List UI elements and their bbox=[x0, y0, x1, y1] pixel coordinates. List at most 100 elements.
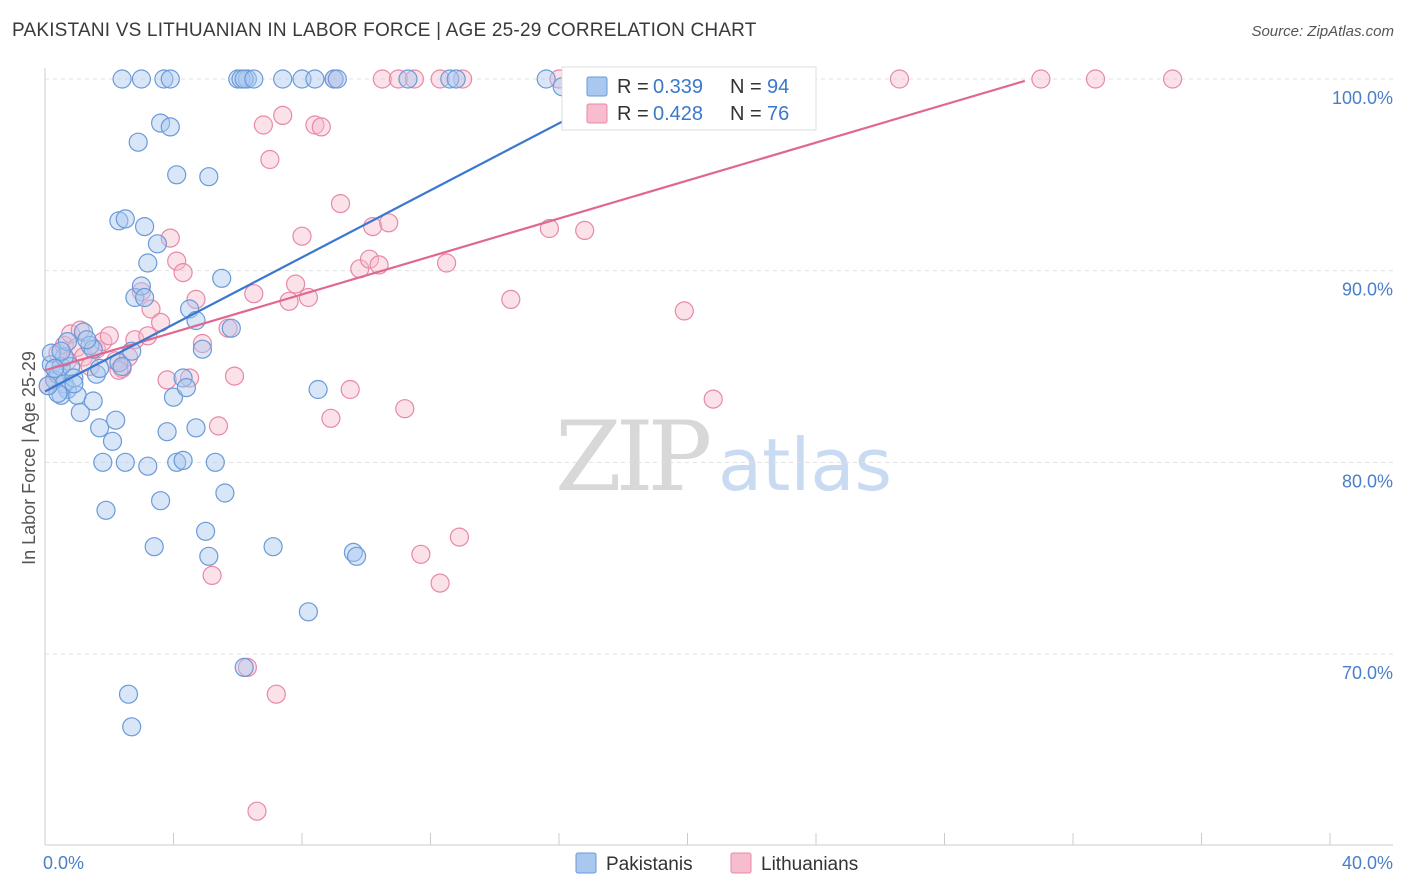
pakistani-point-45 bbox=[263, 537, 283, 557]
pakistani-point-74 bbox=[398, 69, 418, 89]
lithuanian-point-24 bbox=[186, 289, 206, 309]
pakistani-point-68 bbox=[234, 69, 254, 89]
pakistani-point-13 bbox=[80, 335, 100, 355]
lithuanian-point-22 bbox=[173, 263, 193, 283]
pakistani-point-38 bbox=[196, 521, 216, 541]
lithuanian-point-43 bbox=[321, 408, 341, 428]
pakistani-point-64 bbox=[160, 69, 180, 89]
pakistani-point-81 bbox=[173, 450, 193, 470]
pakistani-point-31 bbox=[157, 422, 177, 442]
pakistani-point-75 bbox=[440, 69, 460, 89]
bottom-legend-pakistanis: Pakistanis bbox=[606, 854, 693, 875]
y-tick-label-1: 90.0% bbox=[1342, 280, 1393, 300]
lithuanian-point-32 bbox=[247, 801, 267, 821]
pakistani-point-60 bbox=[199, 167, 219, 187]
legend-swatch-blue bbox=[586, 76, 608, 97]
source-credit: Source: ZipAtlas.com bbox=[1251, 23, 1394, 40]
y-axis-label: In Labor Force | Age 25-29 bbox=[19, 351, 39, 565]
pakistani-point-37 bbox=[192, 339, 212, 359]
pakistani-point-41 bbox=[212, 268, 232, 288]
lithuanian-point-36 bbox=[273, 105, 293, 126]
pakistani-point-39 bbox=[199, 546, 219, 566]
lithuanian-point-38 bbox=[286, 274, 306, 294]
lithuanian-point-71 bbox=[1085, 69, 1106, 89]
pakistani-point-19 bbox=[102, 431, 123, 451]
lithuanian-point-39 bbox=[292, 226, 312, 246]
pakistani-point-86 bbox=[41, 343, 62, 363]
lithuanian-point-69 bbox=[889, 69, 910, 89]
bottom-legend-swatch-pakistanis bbox=[575, 852, 597, 874]
pakistani-point-73 bbox=[327, 69, 347, 89]
legend-n-label-2: N = bbox=[730, 103, 762, 125]
pakistani-point-28 bbox=[138, 456, 158, 476]
lithuanian-point-64 bbox=[404, 69, 424, 89]
pakistani-point-69 bbox=[244, 69, 264, 89]
legend-n-value-2: 76 bbox=[767, 103, 789, 125]
pakistani-point-51 bbox=[128, 132, 148, 152]
y-tick-label-3: 70.0% bbox=[1342, 663, 1393, 683]
pakistani-point-80 bbox=[122, 717, 142, 737]
lithuanian-point-27 bbox=[208, 416, 229, 436]
trend-line-lithuanians bbox=[44, 79, 1026, 372]
pakistani-point-23 bbox=[115, 452, 135, 472]
pakistani-point-40 bbox=[205, 452, 225, 472]
lithuanian-point-72 bbox=[1162, 69, 1183, 89]
pakistani-point-90 bbox=[57, 332, 78, 352]
lithuanian-point-65 bbox=[430, 69, 450, 89]
pakistani-point-27 bbox=[135, 287, 155, 308]
legend-n-value-1: 94 bbox=[767, 76, 789, 98]
lithuanian-point-29 bbox=[224, 366, 245, 386]
pakistani-point-26 bbox=[131, 276, 151, 296]
legend-r-label-2: R = bbox=[617, 103, 649, 125]
pakistani-point-56 bbox=[115, 209, 135, 229]
lithuanian-point-54 bbox=[437, 253, 457, 273]
lithuanian-point-33 bbox=[253, 115, 273, 135]
pakistani-point-59 bbox=[138, 253, 158, 273]
lithuanian-point-50 bbox=[379, 213, 399, 233]
pakistani-point-7 bbox=[51, 385, 71, 405]
pakistani-point-20 bbox=[106, 410, 126, 430]
pakistani-point-54 bbox=[167, 165, 187, 185]
pakistani-point-44 bbox=[234, 657, 254, 678]
pakistani-point-88 bbox=[77, 330, 97, 350]
pakistani-point-84 bbox=[83, 391, 103, 411]
trend-lines bbox=[44, 79, 1026, 393]
legend-r-label-1: R = bbox=[617, 76, 649, 98]
pakistani-point-30 bbox=[151, 491, 171, 511]
pakistani-point-82 bbox=[186, 418, 206, 438]
lithuanian-point-31 bbox=[244, 284, 264, 304]
pakistani-point-29 bbox=[144, 537, 164, 557]
lithuanian-point-53 bbox=[430, 573, 450, 593]
lithuanian-point-25 bbox=[192, 333, 212, 354]
bottom-legend-swatch-lithuanians bbox=[730, 852, 752, 874]
lithuanian-point-52 bbox=[411, 544, 431, 564]
pakistani-point-17 bbox=[93, 452, 113, 472]
pakistani-point-61 bbox=[112, 69, 132, 89]
lithuanian-point-34 bbox=[260, 149, 280, 170]
y-tick-label-2: 80.0% bbox=[1342, 471, 1393, 491]
lithuanian-point-59 bbox=[674, 301, 694, 321]
lithuanian-point-56 bbox=[501, 289, 521, 309]
pakistani-point-91 bbox=[51, 341, 71, 361]
lithuanian-point-63 bbox=[388, 69, 408, 89]
legend-n-label-1: N = bbox=[730, 76, 762, 98]
correlation-legend: R = 0.339 N = 94 R = 0.428 N = 76 bbox=[561, 66, 817, 131]
pakistani-point-79 bbox=[118, 684, 139, 704]
lithuanian-point-21 bbox=[167, 251, 187, 271]
legend-r-value-2: 0.428 bbox=[653, 103, 703, 125]
lithuanian-point-58 bbox=[575, 220, 595, 240]
lithuanian-point-60 bbox=[703, 389, 723, 409]
trend-line-pakistanis bbox=[44, 97, 608, 393]
pakistani-point-32 bbox=[163, 387, 184, 407]
gridlines bbox=[45, 78, 1393, 655]
lithuanian-point-10 bbox=[99, 326, 119, 346]
lithuanian-point-19 bbox=[157, 370, 177, 390]
axes bbox=[44, 68, 1393, 846]
x-tick-label-1: 40.0% bbox=[1342, 853, 1393, 873]
series-pakistanis bbox=[38, 69, 572, 737]
pakistani-point-25 bbox=[125, 287, 145, 308]
pakistani-point-46 bbox=[298, 602, 318, 622]
pakistani-point-50 bbox=[347, 546, 367, 566]
pakistani-point-53 bbox=[160, 117, 180, 137]
